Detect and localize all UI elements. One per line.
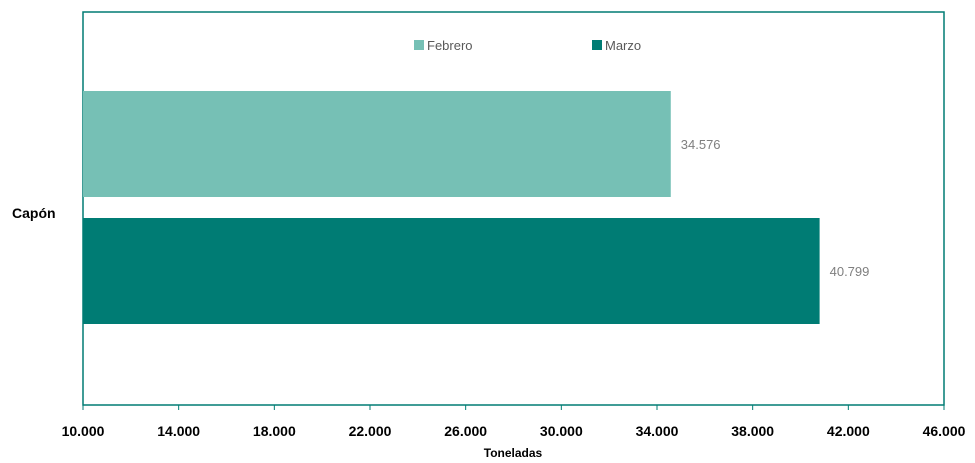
legend-swatch-febrero <box>414 40 424 50</box>
x-tick-label: 14.000 <box>157 423 200 439</box>
x-tick-label: 22.000 <box>349 423 392 439</box>
category-label: Capón <box>12 205 56 221</box>
x-tick-label: 18.000 <box>253 423 296 439</box>
x-tick-label: 34.000 <box>636 423 679 439</box>
legend-label-febrero: Febrero <box>427 38 473 53</box>
data-label-febrero: 34.576 <box>681 137 721 152</box>
plot-frame <box>82 11 945 406</box>
legend-swatch-marzo <box>592 40 602 50</box>
data-label-marzo: 40.799 <box>830 264 870 279</box>
bar-febrero <box>83 91 671 197</box>
legend-label-marzo: Marzo <box>605 38 641 53</box>
x-axis-title: Toneladas <box>484 446 543 460</box>
x-tick-label: 26.000 <box>444 423 487 439</box>
bar-marzo <box>83 218 820 324</box>
x-tick-label: 10.000 <box>62 423 105 439</box>
x-tick-label: 30.000 <box>540 423 583 439</box>
x-tick-label: 38.000 <box>731 423 774 439</box>
x-tick-label: 46.000 <box>923 423 966 439</box>
x-tick-label: 42.000 <box>827 423 870 439</box>
